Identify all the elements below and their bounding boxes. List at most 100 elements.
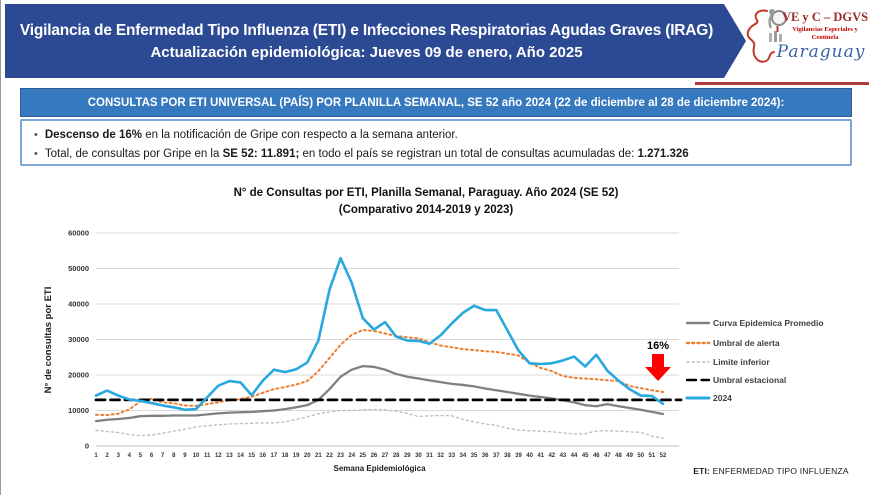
- svg-text:42: 42: [548, 453, 555, 459]
- svg-text:9: 9: [183, 453, 187, 459]
- logo-red-rule: [695, 82, 869, 85]
- section-title-bar: CONSULTAS POR ETI UNIVERSAL (PAÍS) POR P…: [20, 88, 852, 117]
- svg-text:3: 3: [117, 453, 121, 459]
- svg-text:8: 8: [172, 453, 176, 459]
- svg-text:31: 31: [426, 453, 433, 459]
- svg-text:47: 47: [604, 453, 611, 459]
- report-subtitle: Actualización epidemiológica: Jueves 09 …: [150, 43, 583, 61]
- chart-title-line1: N° de Consultas por ETI, Planilla Semana…: [233, 187, 619, 199]
- chart-title-line2: (Comparativo 2014-2019 y 2023): [338, 204, 514, 217]
- series-2024: [94, 256, 665, 412]
- svg-text:52: 52: [660, 453, 667, 459]
- logo-org-name: VE y C – DGVS: [781, 10, 869, 24]
- eti-weekly-line-chart: 0 10000 20000 30000 40000 50000 60000 N° de con…: [43, 229, 824, 474]
- bullet-bold-text: Descenso de 16%: [44, 129, 143, 141]
- svg-text:16: 16: [259, 453, 266, 459]
- svg-text:30000: 30000: [68, 335, 89, 344]
- down-arrow-icon: [645, 354, 671, 381]
- svg-text:43: 43: [560, 453, 567, 459]
- svg-text:40: 40: [526, 453, 533, 459]
- list-item: • Total, de consultas por Gripe en la SE…: [34, 146, 840, 163]
- svg-text:44: 44: [571, 453, 578, 459]
- svg-text:19: 19: [293, 453, 300, 459]
- footnote: ETI: ENFERMEDAD TIPO INFLUENZA: [661, 466, 870, 476]
- svg-text:0: 0: [85, 442, 89, 451]
- svg-text:30: 30: [415, 453, 422, 459]
- svg-text:40000: 40000: [68, 300, 89, 309]
- svg-text:7: 7: [161, 453, 165, 459]
- institution-logo: VE y C – DGVS Vigilancias Especiales y C…: [743, 4, 869, 80]
- annotation-decrease: 16%: [645, 340, 671, 381]
- svg-text:41: 41: [537, 453, 544, 459]
- footnote-text: ENFERMEDAD TIPO INFLUENZA: [710, 466, 849, 476]
- series-curva-epidemica-promedio: [94, 364, 665, 423]
- footnote-abbr: ETI:: [693, 466, 711, 476]
- svg-text:6: 6: [150, 453, 154, 459]
- y-axis: 0 10000 20000 30000 40000 50000 60000 N° de con…: [43, 229, 89, 451]
- summary-box: • Descenso de 16% en la notificación de …: [20, 119, 852, 166]
- svg-text:1: 1: [94, 453, 98, 459]
- series-limite-inferior: [95, 408, 664, 439]
- svg-text:32: 32: [437, 453, 444, 459]
- logo-sub-line1: Vigilancias Especiales y: [792, 26, 858, 33]
- chart-title: N° de Consultas por ETI, Planilla Semana…: [1, 185, 851, 220]
- logo-sub-line2: Centinela: [811, 34, 839, 42]
- svg-text:22: 22: [326, 453, 333, 459]
- svg-text:2024: 2024: [713, 393, 732, 403]
- svg-text:Curva Epidemica Promedio: Curva Epidemica Promedio: [713, 318, 824, 328]
- svg-text:4: 4: [128, 453, 132, 459]
- svg-text:13: 13: [226, 453, 233, 459]
- gridlines: [96, 232, 679, 447]
- svg-text:36: 36: [482, 453, 489, 459]
- svg-text:15: 15: [248, 453, 255, 459]
- logo-org-subtitle: Vigilancias Especiales y Centinela: [781, 26, 869, 42]
- legend: Curva Epidemica Promedio Umbral de alerta…: [685, 318, 824, 403]
- series-umbral-de-alerta: [95, 328, 664, 417]
- bullet-mid-text: en todo el país se registran un total de…: [299, 147, 638, 160]
- svg-text:12: 12: [215, 453, 222, 459]
- report-title: Vigilancia de Enfermedad Tipo Influenza …: [19, 21, 714, 39]
- svg-text:50: 50: [637, 453, 644, 459]
- x-axis-title: Semana Epidemiológica: [333, 464, 426, 473]
- svg-text:Umbral de alerta: Umbral de alerta: [713, 338, 780, 348]
- svg-text:25: 25: [359, 453, 366, 459]
- svg-text:10: 10: [193, 453, 200, 459]
- svg-text:60000: 60000: [68, 229, 89, 238]
- svg-text:24: 24: [348, 453, 355, 459]
- annotation-label: 16%: [647, 340, 669, 352]
- x-axis: 1 2 3 4 5 6 7 8 9 10 11 12 13 14 15 16 17 18 19 20 21 22 23 24 2…: [94, 453, 667, 473]
- bullet-rest-text: en la notificación de Gripe con respecto…: [142, 129, 458, 141]
- svg-text:10000: 10000: [68, 406, 89, 415]
- bullet-text: Descenso de 16% en la notificación de Gr…: [45, 127, 458, 144]
- svg-text:18: 18: [282, 453, 289, 459]
- svg-text:2: 2: [105, 453, 109, 459]
- svg-text:17: 17: [271, 453, 278, 459]
- svg-text:37: 37: [493, 453, 500, 459]
- svg-text:50000: 50000: [68, 264, 89, 273]
- svg-text:39: 39: [515, 453, 522, 459]
- svg-text:51: 51: [649, 453, 656, 459]
- svg-text:34: 34: [460, 453, 467, 459]
- list-item: • Descenso de 16% en la notificación de …: [34, 127, 840, 144]
- paraguay-map-outline-icon: [746, 9, 775, 63]
- logo-country-script: Paraguay: [776, 42, 866, 62]
- bullet-bold-text: 1.271.326: [637, 147, 689, 160]
- svg-text:21: 21: [315, 453, 322, 459]
- svg-text:23: 23: [337, 453, 344, 459]
- section-title: CONSULTAS POR ETI UNIVERSAL (PAÍS) POR P…: [87, 96, 785, 109]
- svg-text:27: 27: [382, 453, 389, 459]
- y-axis-title: N° de consultas por ETI: [43, 287, 54, 394]
- svg-text:48: 48: [615, 453, 622, 459]
- svg-text:Umbral estacional: Umbral estacional: [713, 375, 786, 385]
- svg-text:45: 45: [582, 453, 589, 459]
- bullet-icon: •: [34, 129, 38, 141]
- bullet-text: Total, de consultas por Gripe en la SE 5…: [45, 146, 689, 163]
- svg-text:35: 35: [471, 453, 478, 459]
- svg-text:33: 33: [448, 453, 455, 459]
- bullet-pre-text: Total, de consultas por Gripe en la: [44, 147, 223, 160]
- svg-text:14: 14: [237, 453, 244, 459]
- svg-text:5: 5: [139, 453, 143, 459]
- svg-text:Limite inferior: Limite inferior: [713, 357, 770, 367]
- svg-text:29: 29: [404, 453, 411, 459]
